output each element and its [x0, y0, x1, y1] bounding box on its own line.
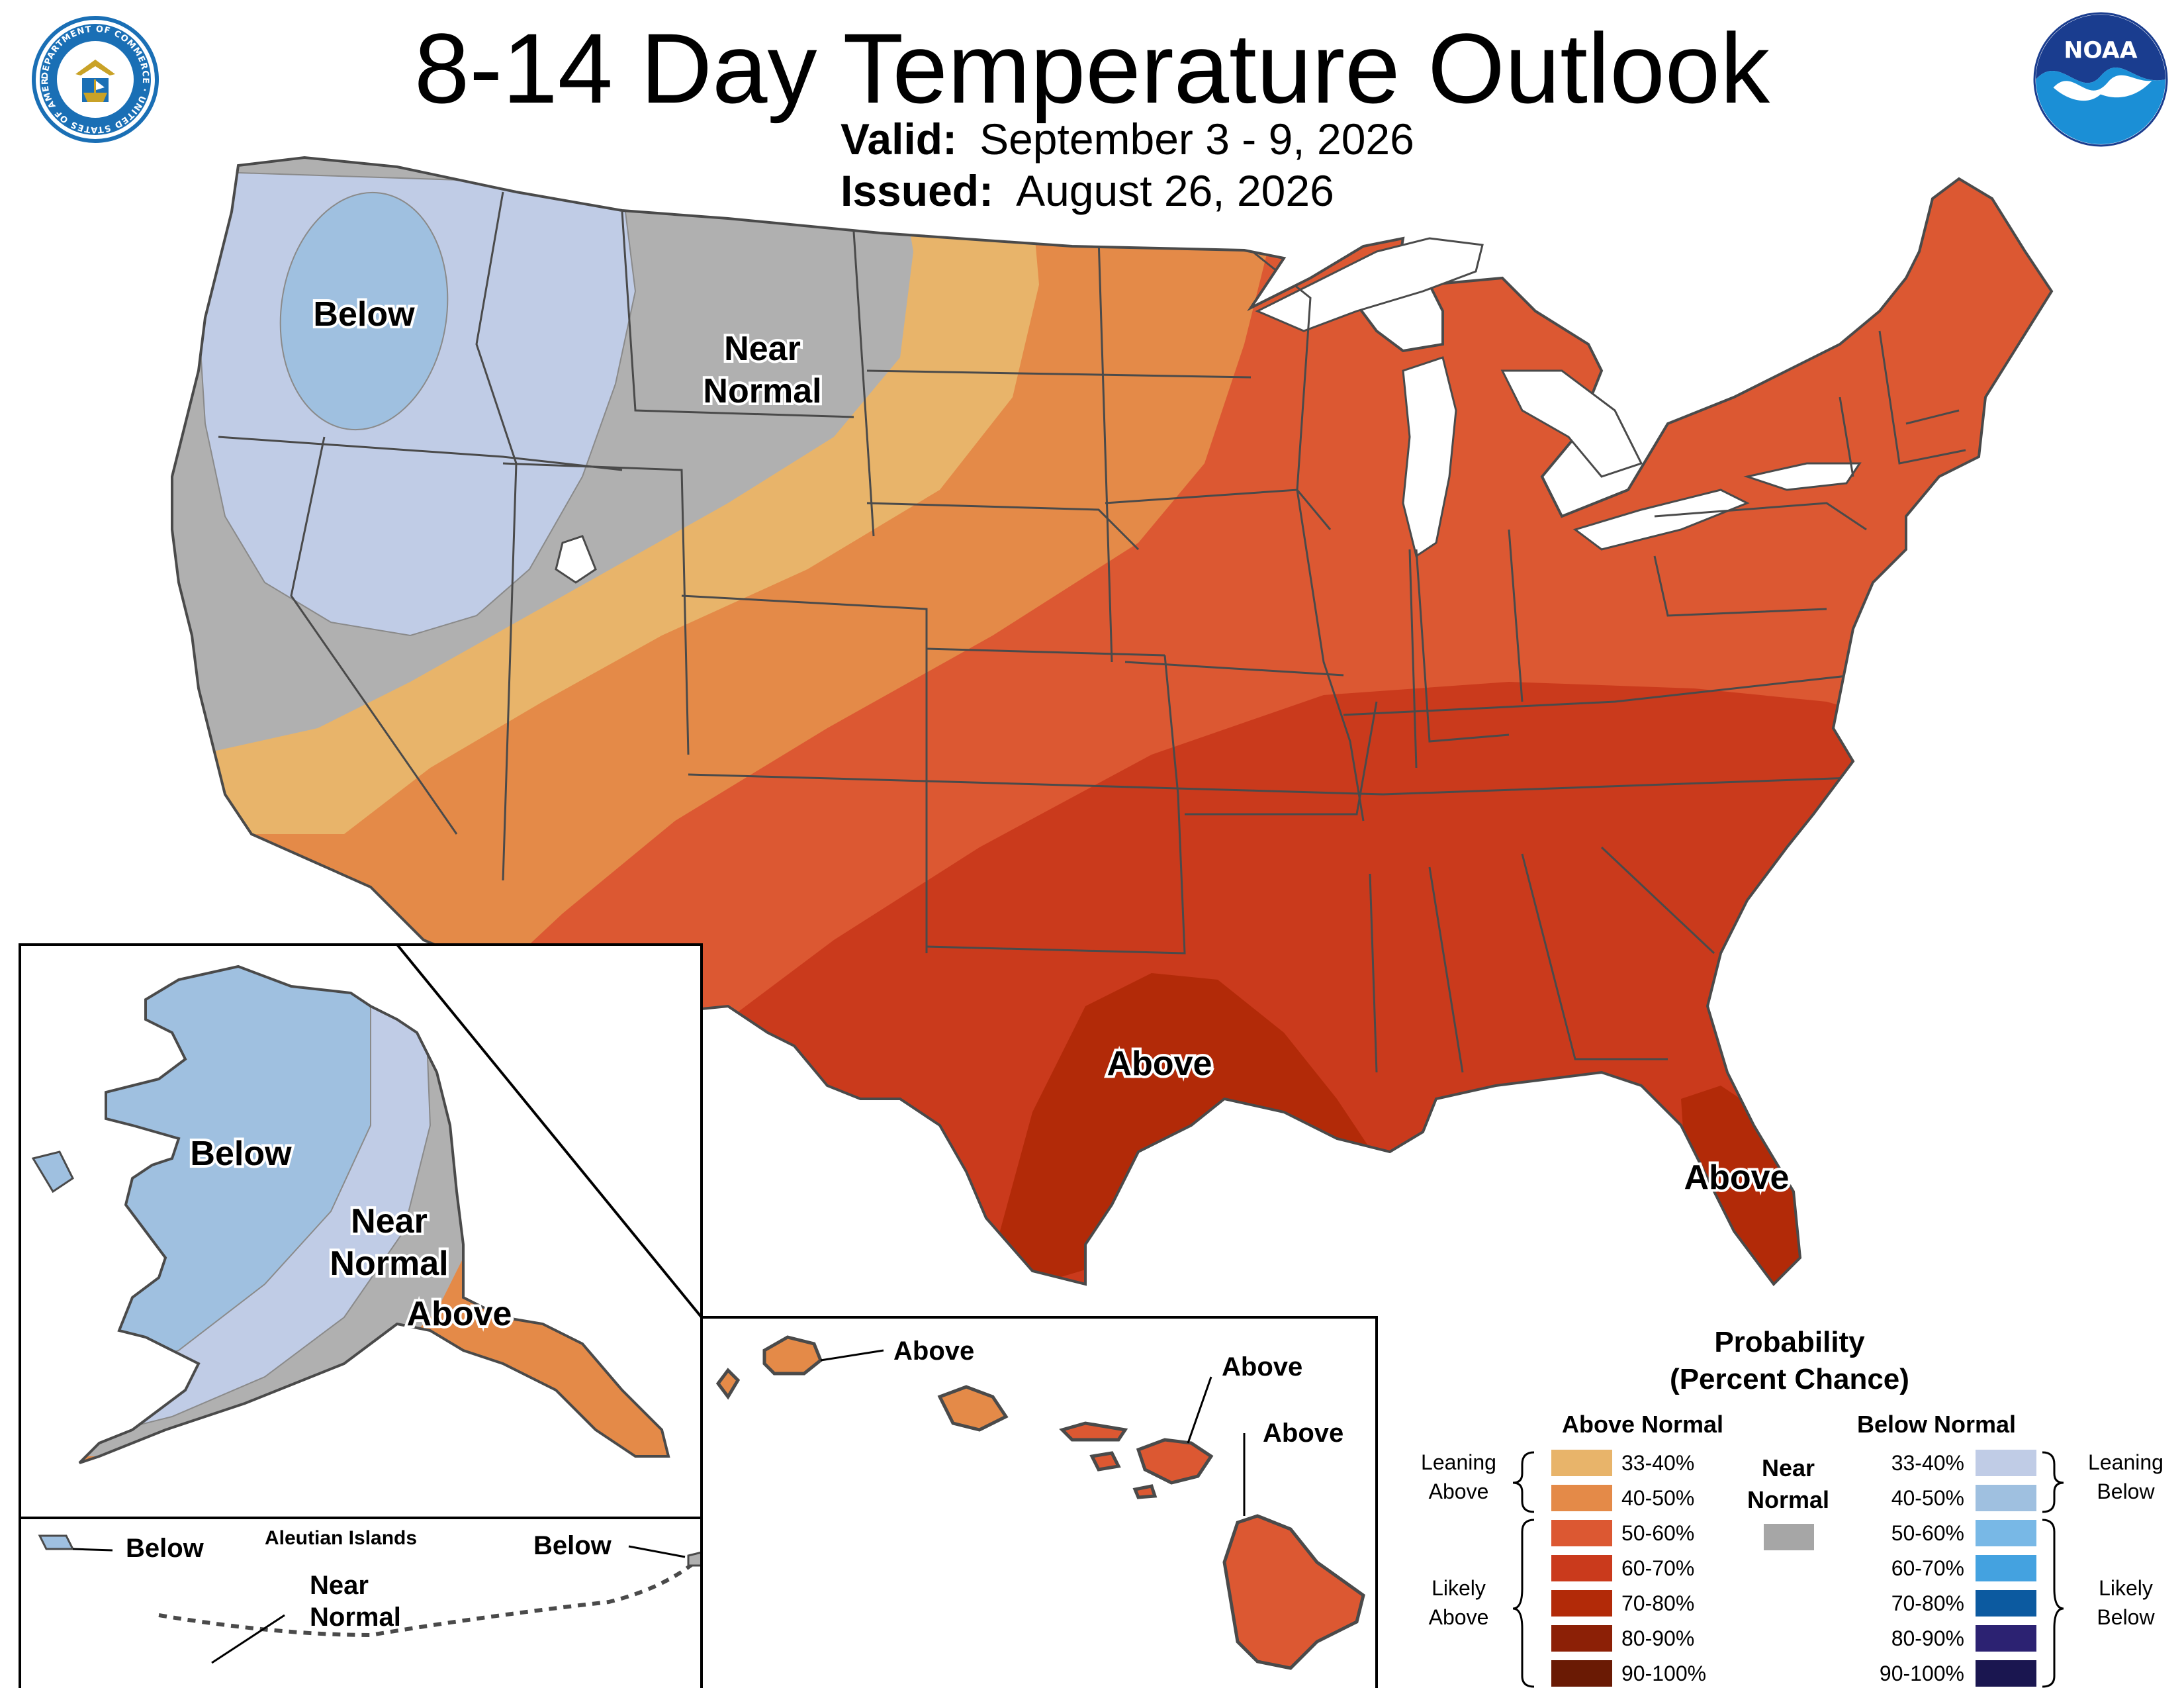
ak-below-label: Below: [190, 1135, 292, 1173]
legend-above-label-3: 60-70%: [1621, 1556, 1694, 1580]
likely-below-bracket: [2042, 1519, 2064, 1688]
legend-below-label-4: 70-80%: [1891, 1591, 1964, 1615]
legend-below-label-3: 60-70%: [1891, 1556, 1964, 1580]
legend-near-swatch: [1764, 1524, 1814, 1550]
legend-above-swatch-5: [1551, 1625, 1612, 1652]
legend-above-label-2: 50-60%: [1621, 1521, 1694, 1545]
legend-below-swatch-0: [1976, 1450, 2036, 1476]
noaa-logo: NOAA: [2033, 12, 2168, 147]
legend-likely-below-2: Below: [2097, 1605, 2155, 1629]
lake-superior: [1255, 237, 1484, 332]
legend-below-swatch-1: [1976, 1485, 2036, 1511]
legend-leaning-below-2: Below: [2097, 1479, 2155, 1503]
legend-likely-above-1: Likely: [1432, 1576, 1486, 1600]
great-salt-lake: [555, 535, 597, 584]
legend-title-1: Probability: [1714, 1326, 1865, 1358]
legend-above-swatch-6: [1551, 1660, 1612, 1687]
legend-leaning-below-1: Leaning: [2088, 1450, 2163, 1474]
likely-above-bracket: [1512, 1519, 1535, 1688]
valid-label: Valid:: [841, 115, 958, 164]
legend-below-label-5: 80-90%: [1891, 1626, 1964, 1650]
noaa-text: NOAA: [2064, 37, 2137, 64]
legend-below-label-6: 90-100%: [1880, 1662, 1964, 1685]
legend-below-label-0: 33-40%: [1891, 1451, 1964, 1475]
lake-erie: [1572, 489, 1750, 551]
hi-above-label-1: Above: [893, 1336, 974, 1366]
conus-above-fl-label: Above: [1684, 1158, 1790, 1197]
aleutian-near-label-2: Normal: [310, 1603, 401, 1632]
legend-likely-below-1: Likely: [2099, 1576, 2153, 1600]
aleutian-inset: Aleutian Islands Below Below Near Normal: [19, 1517, 703, 1688]
legend-below-header: Below Normal: [1857, 1411, 2016, 1438]
legend-above-rows: 33-40% 40-50% 50-60% 60-70% 70-80% 80-90% 90-1…: [1551, 1450, 1706, 1687]
lake-michigan: [1402, 356, 1457, 558]
commerce-seal-logo: DEPARTMENT OF COMMERCE · UNITED STATES O…: [29, 13, 159, 143]
legend-above-swatch-1: [1551, 1485, 1612, 1511]
issued-label: Issued:: [841, 166, 994, 215]
legend-below-swatch-5: [1976, 1625, 2036, 1652]
conus-near-label-2: Normal: [703, 372, 821, 410]
legend-leaning-above-1: Leaning: [1421, 1450, 1496, 1474]
legend-above-label-6: 90-100%: [1621, 1662, 1706, 1685]
legend-above-label-1: 40-50%: [1621, 1486, 1694, 1510]
aleutian-below-w-label: Below: [126, 1534, 205, 1563]
issued-date: August 26, 2026: [1016, 166, 1334, 215]
legend-below-label-1: 40-50%: [1891, 1486, 1964, 1510]
hi-above-label-2: Above: [1222, 1352, 1302, 1382]
legend-above-label-5: 80-90%: [1621, 1626, 1694, 1650]
legend-near-1: Near: [1762, 1454, 1815, 1481]
conus-below-label: Below: [313, 295, 415, 334]
valid-dates: September 3 - 9, 2026: [979, 115, 1414, 164]
great-lakes: [555, 237, 1862, 584]
valid-line: Valid: September 3 - 9, 2026: [841, 114, 1414, 164]
legend-below-swatch-6: [1976, 1660, 2036, 1687]
lake-huron: [1500, 369, 1643, 478]
legend-below-rows: 33-40% 40-50% 50-60% 60-70% 70-80% 80-90% 90-1…: [1880, 1450, 2036, 1687]
legend-above-swatch-3: [1551, 1555, 1612, 1581]
legend-likely-above-2: Above: [1429, 1605, 1489, 1629]
hawaii-inset: Above Above Above: [700, 1316, 1378, 1688]
legend-above-swatch-4: [1551, 1590, 1612, 1617]
legend-above-swatch-2: [1551, 1520, 1612, 1546]
aleutian-near-label-1: Near: [310, 1571, 369, 1600]
aleutian-below-e-label: Below: [533, 1531, 612, 1560]
leaning-below-bracket: [2042, 1451, 2064, 1513]
legend-below-swatch-3: [1976, 1555, 2036, 1581]
conus-near-label-1: Near: [724, 330, 801, 368]
zone-40-50-below: [279, 191, 449, 431]
ak-above-label: Above: [407, 1295, 512, 1333]
legend-below-label-2: 50-60%: [1891, 1521, 1964, 1545]
aleutian-title: Aleutian Islands: [265, 1527, 417, 1549]
ak-near-label-1: Near: [351, 1202, 428, 1241]
legend-leaning-above-2: Above: [1429, 1479, 1489, 1503]
page-title: 8-14 Day Temperature Outlook: [414, 13, 1770, 124]
legend-title-2: (Percent Chance): [1670, 1363, 1909, 1395]
conus-above-tx-label: Above: [1107, 1045, 1212, 1083]
probability-legend: Probability (Percent Chance) Above Norma…: [1421, 1326, 2163, 1688]
leaning-above-bracket: [1512, 1451, 1535, 1513]
legend-above-label-4: 70-80%: [1621, 1591, 1694, 1615]
ak-near-label-2: Normal: [330, 1244, 448, 1283]
hi-above-label-3: Above: [1263, 1419, 1343, 1448]
legend-above-swatch-0: [1551, 1450, 1612, 1476]
legend-near-2: Normal: [1747, 1486, 1829, 1513]
legend-above-label-0: 33-40%: [1621, 1451, 1694, 1475]
legend-below-swatch-2: [1976, 1520, 2036, 1546]
legend-below-swatch-4: [1976, 1590, 2036, 1617]
issued-line: Issued: August 26, 2026: [841, 165, 1334, 216]
legend-above-header: Above Normal: [1562, 1411, 1723, 1438]
alaska-inset: Below Near Normal Above: [19, 943, 703, 1519]
